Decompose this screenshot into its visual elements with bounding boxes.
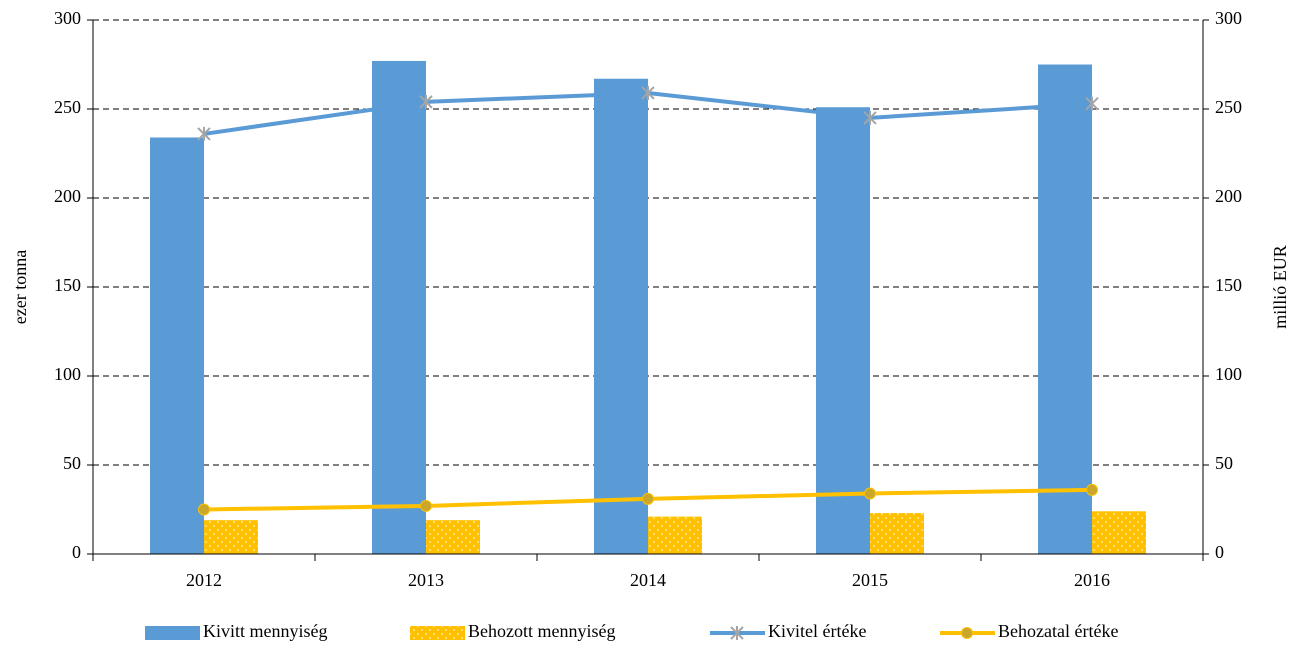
bar xyxy=(372,60,426,554)
y-axis-label: ezer tonna xyxy=(10,250,30,324)
bar xyxy=(150,137,204,555)
bar xyxy=(816,107,870,554)
line-marker xyxy=(197,126,211,141)
line-marker xyxy=(863,110,877,125)
y2-tick-label: 100 xyxy=(1215,364,1242,384)
y2-tick-label: 300 xyxy=(1215,8,1242,28)
y2-tick-label: 0 xyxy=(1215,542,1224,562)
bar xyxy=(426,520,480,554)
legend-swatch xyxy=(410,626,465,640)
y-tick-label: 250 xyxy=(54,97,81,117)
bar xyxy=(648,516,702,554)
bar xyxy=(1038,64,1092,554)
bar xyxy=(204,520,258,554)
line-marker xyxy=(1085,96,1099,111)
line-marker xyxy=(419,94,433,109)
y2-tick-label: 150 xyxy=(1215,275,1242,295)
x-tick-label: 2013 xyxy=(408,570,444,590)
y-tick-label: 200 xyxy=(54,186,81,206)
legend-swatch xyxy=(145,626,200,640)
y-tick-label: 50 xyxy=(63,453,81,473)
x-tick-label: 2015 xyxy=(852,570,888,590)
legend-marker xyxy=(961,627,973,639)
y-tick-label: 100 xyxy=(54,364,81,384)
line-marker xyxy=(641,85,655,100)
y-tick-label: 150 xyxy=(54,275,81,295)
line-marker xyxy=(864,487,876,500)
bar xyxy=(870,513,924,554)
legend-marker xyxy=(730,626,744,640)
bar xyxy=(594,78,648,555)
x-tick-label: 2014 xyxy=(630,570,666,590)
legend-label: Behozatal értéke xyxy=(998,621,1118,641)
x-tick-label: 2012 xyxy=(186,570,222,590)
y-tick-label: 300 xyxy=(54,8,81,28)
legend-label: Kivitel értéke xyxy=(768,621,866,641)
line-marker xyxy=(642,492,654,505)
y2-tick-label: 200 xyxy=(1215,186,1242,206)
legend-label: Kivitt mennyiség xyxy=(203,621,328,641)
line-marker xyxy=(420,499,432,512)
line-marker xyxy=(198,503,210,516)
line-marker xyxy=(1086,483,1098,496)
bar xyxy=(1092,511,1146,554)
y2-tick-label: 250 xyxy=(1215,97,1242,117)
y-tick-label: 0 xyxy=(72,542,81,562)
x-tick-label: 2016 xyxy=(1074,570,1110,590)
y2-axis-label: millió EUR xyxy=(1270,245,1290,329)
y2-tick-label: 50 xyxy=(1215,453,1233,473)
legend-label: Behozott mennyiség xyxy=(468,621,615,641)
